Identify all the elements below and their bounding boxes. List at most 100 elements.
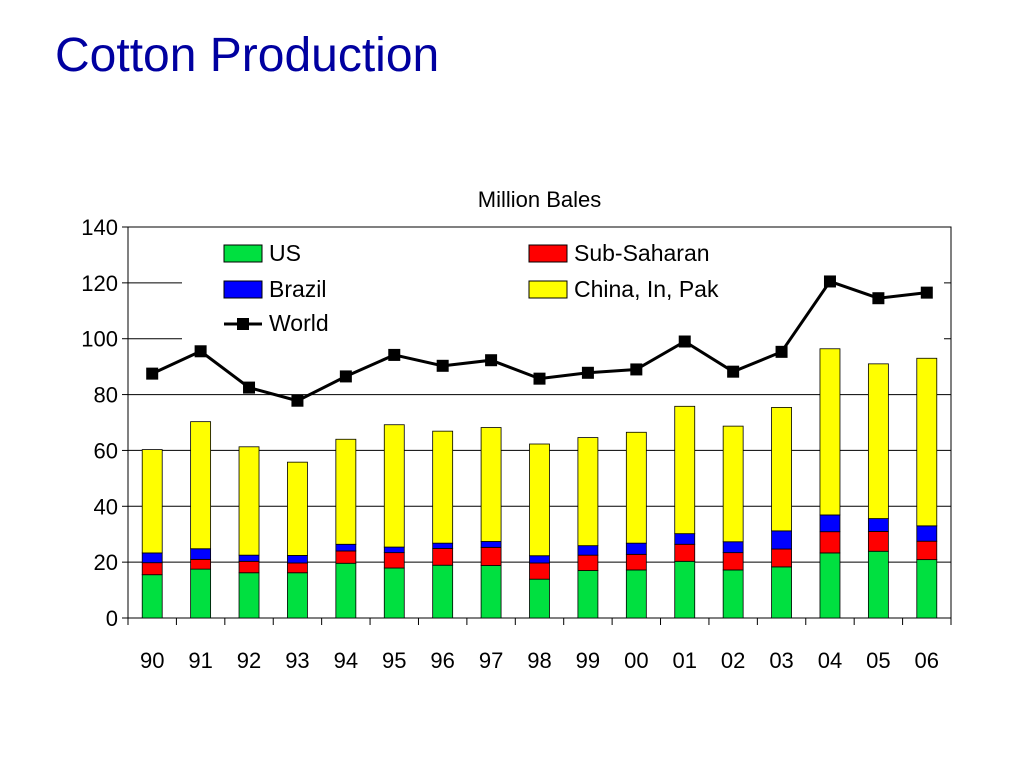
y-tick-label: 40 xyxy=(94,494,118,519)
bar-segment xyxy=(335,550,357,564)
bar-segment xyxy=(287,562,308,574)
bar-segment xyxy=(335,438,357,545)
bar-segment xyxy=(819,552,841,619)
bar-segment xyxy=(287,555,308,564)
y-tick-label: 100 xyxy=(81,327,118,352)
x-tick-label: 91 xyxy=(188,648,212,673)
legend-label: World xyxy=(269,310,329,336)
legend-marker xyxy=(237,318,249,330)
bar-segment xyxy=(238,554,260,562)
bar-segment xyxy=(383,546,405,554)
line-point xyxy=(291,394,304,407)
bar-segment xyxy=(529,562,550,580)
x-tick-label: 99 xyxy=(576,648,600,673)
bar-segment xyxy=(771,530,792,550)
y-tick-label: 120 xyxy=(81,271,118,296)
line-point xyxy=(727,365,740,378)
bar-segment xyxy=(771,566,792,619)
bar-segment xyxy=(577,570,599,619)
bar-segment xyxy=(432,548,454,566)
bar-segment xyxy=(916,559,938,619)
line-point xyxy=(678,335,691,348)
x-tick-label: 02 xyxy=(721,648,745,673)
bar-segment xyxy=(819,348,841,516)
legend-swatch xyxy=(223,280,263,299)
bar-segment xyxy=(480,541,502,548)
x-tick-label: 03 xyxy=(769,648,793,673)
legend-label: Brazil xyxy=(269,276,327,302)
bar-segment xyxy=(190,558,212,570)
bar-segment xyxy=(238,572,260,619)
bar-segment xyxy=(722,541,744,554)
bar-segment xyxy=(625,431,647,544)
bar-segment xyxy=(722,552,744,571)
bar-segment xyxy=(916,525,938,542)
bar-segment xyxy=(480,427,502,542)
bar-segment xyxy=(287,572,308,619)
y-tick-label: 60 xyxy=(94,438,118,463)
line-point xyxy=(485,354,498,367)
bar-segment xyxy=(674,560,696,619)
x-tick-label: 97 xyxy=(479,648,503,673)
x-tick-label: 06 xyxy=(915,648,939,673)
x-tick-label: 98 xyxy=(527,648,551,673)
bar-segment xyxy=(432,564,454,619)
x-tick-label: 04 xyxy=(818,648,842,673)
bar-segment xyxy=(577,554,599,571)
line-point xyxy=(194,345,207,358)
x-tick-label: 00 xyxy=(624,648,648,673)
y-tick-label: 20 xyxy=(94,550,118,575)
x-tick-label: 05 xyxy=(866,648,890,673)
x-tick-label: 90 xyxy=(140,648,164,673)
bar-segment xyxy=(529,578,550,619)
bar-segment xyxy=(287,461,308,556)
bar-segment xyxy=(577,437,599,547)
bar-segment xyxy=(432,542,454,549)
bar-segment xyxy=(867,550,889,619)
bar-segment xyxy=(771,548,792,568)
legend-label: Sub-Saharan xyxy=(574,240,710,266)
line-point xyxy=(533,372,546,385)
legend-label: China, In, Pak xyxy=(574,276,719,302)
bar-segment xyxy=(335,543,357,552)
x-tick-label: 93 xyxy=(285,648,309,673)
bar-segment xyxy=(238,446,260,556)
bar-segment xyxy=(722,569,744,619)
bar-segment xyxy=(674,533,696,545)
y-tick-label: 80 xyxy=(94,383,118,408)
bar-segment xyxy=(916,357,938,527)
bar-segment xyxy=(480,546,502,566)
bar-segment xyxy=(916,540,938,561)
bar-segment xyxy=(141,574,163,619)
slide-title: Cotton Production xyxy=(55,29,440,82)
legend-swatch xyxy=(528,280,568,299)
bar-segment xyxy=(190,568,212,619)
x-tick-label: 95 xyxy=(382,648,406,673)
y-tick-label: 140 xyxy=(81,215,118,240)
line-point xyxy=(581,366,594,379)
line-point xyxy=(775,345,788,358)
line-point xyxy=(339,370,352,383)
bar-segment xyxy=(432,430,454,544)
line-point xyxy=(823,275,836,288)
bar-segment xyxy=(625,553,647,571)
bar-segment xyxy=(625,569,647,619)
bar-segment xyxy=(141,552,163,564)
bar-segment xyxy=(335,562,357,619)
x-tick-label: 94 xyxy=(334,648,358,673)
line-point xyxy=(436,359,449,372)
bar-segment xyxy=(141,562,163,576)
legend-swatch xyxy=(528,244,568,263)
bar-segment xyxy=(819,531,841,554)
bar-segment xyxy=(819,514,841,533)
bar-segment xyxy=(577,545,599,556)
bar-segment xyxy=(190,421,212,550)
line-point xyxy=(146,367,159,380)
bar-segment xyxy=(141,449,163,554)
bar-segment xyxy=(625,542,647,555)
bar-segment xyxy=(190,548,212,560)
legend-swatch xyxy=(223,244,263,263)
bar-segment xyxy=(867,518,889,532)
bar-segment xyxy=(674,543,696,562)
